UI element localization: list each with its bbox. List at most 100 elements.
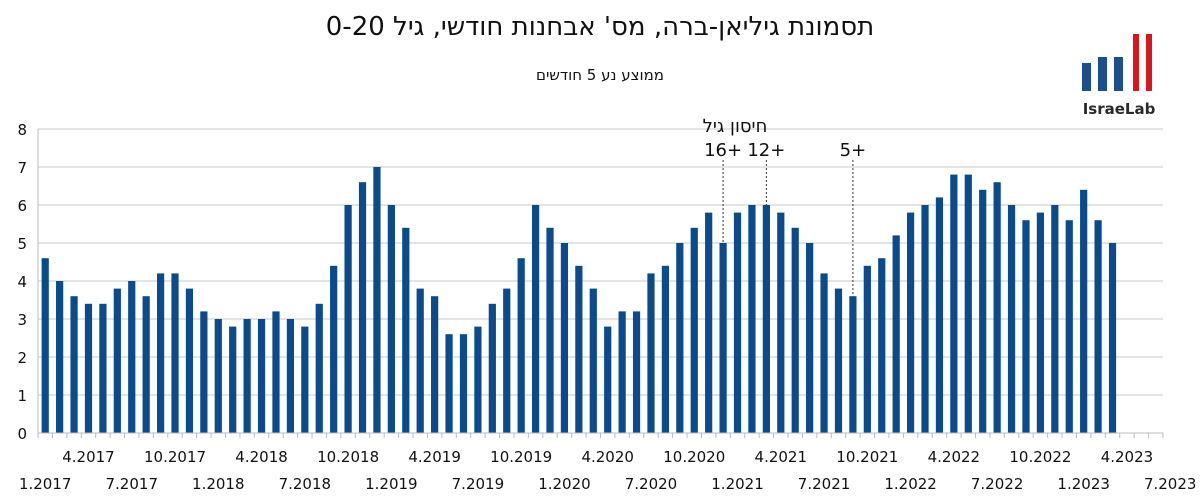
- bar: [200, 311, 208, 433]
- bar: [229, 326, 237, 433]
- x-tick-label: 4.2020: [581, 448, 634, 466]
- bar: [892, 235, 900, 433]
- bar: [676, 243, 684, 433]
- bar: [488, 303, 496, 433]
- bar: [272, 311, 280, 433]
- x-tick-label: 7.2017: [106, 475, 159, 493]
- bar: [950, 174, 958, 433]
- bar: [921, 205, 929, 433]
- y-tick-label: 8: [17, 121, 27, 139]
- gridlines: [38, 128, 1163, 396]
- logo-bar-5: [1146, 34, 1152, 91]
- bar: [517, 258, 525, 433]
- annotation-label: 5+: [840, 140, 867, 161]
- bar: [286, 319, 295, 433]
- bar: [575, 265, 583, 433]
- bar: [315, 303, 323, 433]
- bar: [661, 265, 670, 433]
- x-tick-label: 1.2021: [711, 475, 764, 493]
- bar: [560, 243, 569, 433]
- bar: [41, 258, 49, 433]
- bar: [445, 334, 453, 433]
- x-tick-label: 4.2019: [408, 448, 461, 466]
- bar: [1022, 220, 1030, 433]
- y-tick-labels: 0 1 2 3 4 5 6 7 8: [17, 121, 27, 443]
- bar: [113, 288, 121, 433]
- bar: [820, 273, 828, 433]
- bar: [705, 212, 713, 433]
- bar: [719, 243, 727, 433]
- bar: [257, 319, 266, 433]
- x-tick-label: 4.2022: [928, 448, 981, 466]
- bar: [690, 227, 698, 433]
- bar: [84, 303, 93, 433]
- chart-title: תסמונת גיליאן-ברה, מס' אבחנות חודשי, גיל…: [325, 12, 875, 42]
- bar: [964, 174, 972, 433]
- bar: [935, 197, 944, 433]
- logo-bar-2: [1098, 57, 1107, 91]
- bar: [387, 205, 395, 433]
- bar: [301, 326, 309, 433]
- x-tick-label: 7.2022: [971, 475, 1024, 493]
- x-tick-label: 7.2018: [279, 475, 332, 493]
- bar: [878, 258, 886, 433]
- x-tick-label: 1.2023: [1057, 475, 1110, 493]
- x-tick-label: 10.2021: [836, 448, 898, 466]
- bar: [128, 281, 136, 433]
- israelab-logo: IsraeLab: [1082, 34, 1156, 118]
- x-tick-label: 10.2020: [663, 448, 725, 466]
- x-tick-label: 7.2021: [798, 475, 851, 493]
- bar: [243, 319, 251, 433]
- bar: [546, 227, 554, 433]
- bar: [618, 311, 626, 433]
- bars: [41, 167, 1117, 433]
- bar: [993, 182, 1001, 433]
- x-tick-label: 1.2017: [19, 475, 72, 493]
- x-tick-label: 7.2020: [625, 475, 678, 493]
- x-tick-label: 10.2022: [1009, 448, 1071, 466]
- axes: [37, 129, 1164, 438]
- logo-text: IsraeLab: [1083, 100, 1156, 118]
- bar: [604, 326, 612, 433]
- bar: [531, 205, 540, 433]
- y-tick-label: 2: [17, 349, 27, 367]
- bar: [632, 311, 641, 433]
- x-tick-label: 10.2019: [490, 448, 552, 466]
- logo-bar-3: [1114, 57, 1123, 91]
- bar: [330, 265, 338, 433]
- bar: [56, 281, 64, 433]
- x-tick-label: 4.2023: [1101, 448, 1154, 466]
- x-tick-label: 10.2017: [144, 448, 206, 466]
- bar: [99, 303, 107, 433]
- annotations: חיסון גיל 16+ 12+ 5+: [703, 116, 867, 297]
- bar: [834, 288, 843, 433]
- bar: [791, 227, 799, 433]
- bar: [431, 296, 439, 433]
- bar: [1051, 205, 1059, 433]
- bar: [1036, 212, 1045, 433]
- annotation-title: חיסון גיל: [703, 116, 768, 137]
- chart-subtitle: ממוצע נע 5 חודשים: [535, 66, 664, 84]
- bar: [171, 273, 179, 433]
- bar: [1080, 189, 1088, 433]
- bar: [863, 265, 871, 433]
- bar: [1094, 220, 1102, 433]
- annotation-label: 16+: [704, 140, 742, 161]
- bar: [762, 205, 770, 433]
- y-tick-label: 6: [17, 197, 27, 215]
- bar: [503, 288, 511, 433]
- y-tick-label: 7: [17, 159, 27, 177]
- x-tick-label: 1.2018: [192, 475, 245, 493]
- bar: [1108, 243, 1117, 433]
- x-tick-labels: 4.2017 10.2017 4.2018 10.2018 4.2019 10.2019 4…: [19, 448, 1197, 493]
- y-tick-label: 4: [17, 273, 27, 291]
- bar: [849, 296, 857, 433]
- x-tick-label: 4.2017: [62, 448, 115, 466]
- bar: [373, 167, 381, 433]
- x-tick-label: 1.2019: [365, 475, 418, 493]
- y-tick-label: 0: [17, 425, 27, 443]
- bar: [214, 319, 222, 433]
- bar: [358, 182, 367, 433]
- bar: [70, 296, 78, 433]
